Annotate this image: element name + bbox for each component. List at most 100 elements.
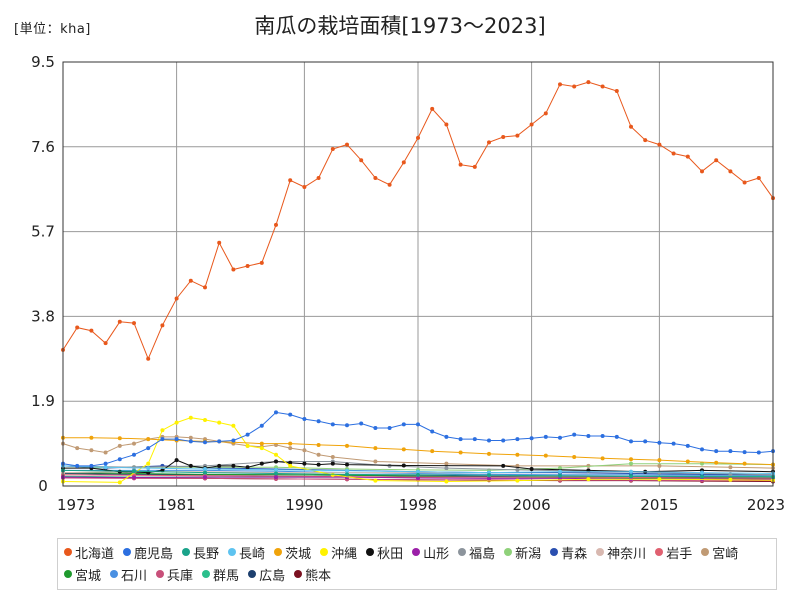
x-tick-label: 1998 [399, 496, 437, 514]
data-point [146, 446, 151, 451]
data-point [132, 475, 136, 480]
data-point [700, 447, 704, 452]
x-tick-label: 1981 [158, 496, 196, 514]
data-point [217, 420, 222, 425]
legend-label: 熊本 [305, 568, 332, 584]
data-point [430, 429, 435, 434]
data-point [614, 89, 619, 94]
data-point [444, 466, 449, 471]
data-point [103, 465, 108, 470]
data-point [756, 450, 761, 455]
data-point [742, 450, 747, 455]
data-point [274, 467, 278, 472]
data-point [345, 443, 349, 448]
x-tick-label: 2023 [747, 496, 785, 514]
y-tick-label: 0 [38, 477, 48, 495]
legend-marker-icon [701, 548, 710, 556]
data-point [203, 285, 207, 290]
legend-label: 山形 [423, 546, 450, 562]
legend-marker-icon [504, 548, 513, 556]
data-point [643, 439, 648, 444]
legend-label: 沖縄 [331, 546, 358, 562]
plot-series [61, 80, 775, 485]
series-長崎 [61, 463, 775, 476]
data-point [472, 437, 477, 442]
series-鹿児島 [61, 410, 775, 468]
data-point [330, 472, 335, 477]
data-point [629, 469, 633, 474]
data-point [117, 319, 122, 324]
data-point [245, 465, 250, 470]
data-point [75, 463, 80, 468]
legend-marker-icon [550, 548, 559, 556]
legend: 北海道 鹿児島 長野 長崎 茨城 沖縄 秋田 山形 福島 新潟 青森 神奈川 岩手 宮崎 宮城 石川 兵庫 群馬 広… [57, 538, 777, 590]
data-point [274, 459, 278, 464]
series-沖縄 [61, 415, 775, 485]
legend-marker-icon [248, 570, 257, 578]
data-point [345, 423, 349, 428]
data-point [657, 440, 662, 445]
data-point [146, 356, 151, 361]
data-point [756, 176, 761, 181]
data-point [700, 169, 704, 174]
data-point [515, 478, 520, 483]
data-point [643, 138, 648, 143]
data-point [700, 470, 704, 475]
data-point [657, 142, 662, 147]
legend-item: 神奈川 [596, 541, 646, 563]
data-point [75, 446, 80, 451]
data-point [543, 453, 548, 458]
legend-label: 群馬 [213, 568, 240, 584]
data-point [288, 412, 293, 417]
data-point [132, 452, 136, 457]
data-point [359, 421, 364, 426]
data-point [217, 439, 222, 444]
data-point [401, 463, 406, 468]
data-point [714, 460, 719, 465]
data-point [685, 443, 690, 448]
data-point [401, 422, 406, 427]
data-point [515, 133, 520, 138]
data-point [288, 178, 293, 183]
data-point [387, 425, 392, 430]
data-point [600, 434, 605, 439]
legend-marker-icon [320, 548, 329, 556]
data-point [188, 435, 193, 440]
data-point [373, 446, 378, 451]
data-point [373, 176, 378, 181]
data-point [345, 472, 349, 477]
data-point [146, 461, 151, 466]
data-point [174, 458, 179, 463]
data-point [657, 477, 662, 482]
legend-label: 長崎 [239, 546, 266, 562]
legend-label: 兵庫 [167, 568, 194, 584]
data-point [629, 124, 633, 129]
data-point [160, 437, 165, 442]
legend-marker-icon [156, 570, 165, 578]
data-point [515, 452, 520, 457]
data-point [316, 442, 321, 447]
legend-marker-icon [596, 548, 605, 556]
data-point [487, 476, 491, 481]
legend-label: 福島 [469, 546, 496, 562]
data-point [614, 434, 619, 439]
data-point [487, 438, 491, 443]
legend-item: 宮崎 [701, 541, 738, 563]
legend-label: 青森 [561, 546, 588, 562]
data-point [529, 122, 534, 127]
data-point [685, 154, 690, 159]
data-point [217, 240, 222, 245]
data-point [188, 463, 193, 468]
legend-marker-icon [655, 548, 664, 556]
data-point [572, 432, 577, 437]
data-point [174, 420, 179, 425]
legend-item: 兵庫 [156, 563, 193, 585]
data-point [444, 461, 449, 466]
data-point [231, 463, 236, 468]
data-point [117, 480, 122, 485]
data-point [89, 463, 94, 468]
data-point [89, 328, 94, 333]
data-point [742, 180, 747, 185]
data-point [543, 111, 548, 116]
legend-marker-icon [294, 570, 303, 578]
